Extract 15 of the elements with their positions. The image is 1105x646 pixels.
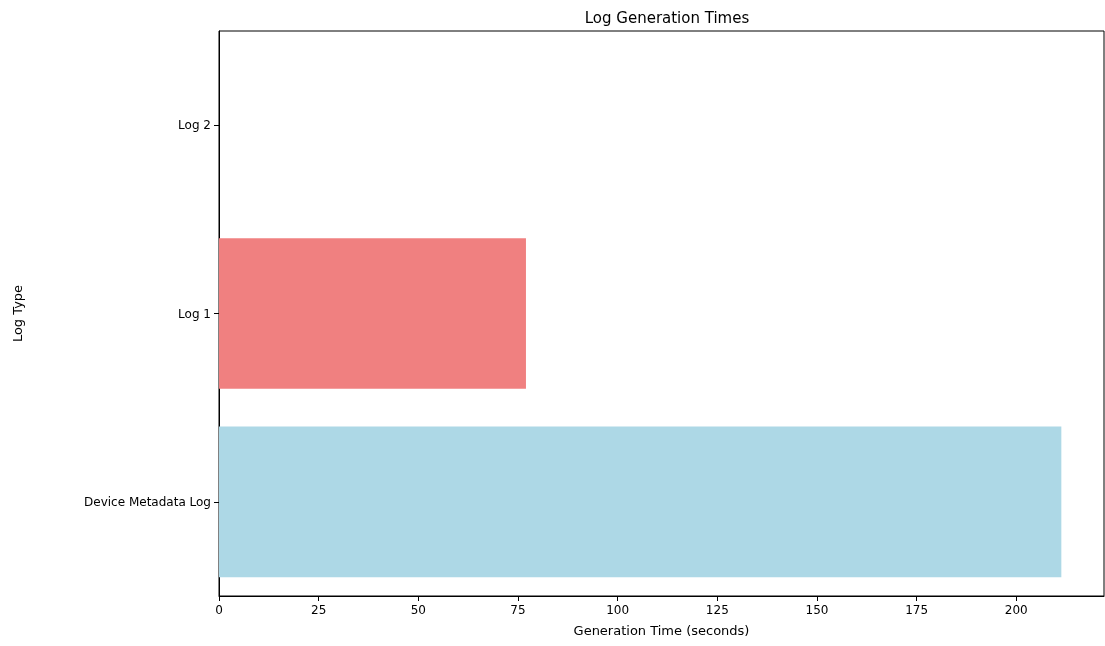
x-axis-title: Generation Time (seconds) [573,623,750,638]
x-tick-label: 125 [705,603,729,617]
y-tick-label: Log 1 [178,306,211,321]
x-tick-label: 50 [410,603,426,617]
y-axis-title: Log Type [10,284,25,343]
x-tick-label: 200 [1004,603,1028,617]
chart-title: Log Generation Times [584,8,750,27]
y-tick-label: Device Metadata Log [84,494,211,509]
x-tick-label: 100 [606,603,630,617]
x-tick-label: 25 [311,603,327,617]
x-tick-label: 75 [510,603,526,617]
y-tick-label: Log 2 [178,118,211,133]
x-tick-label: 150 [805,603,829,617]
x-tick-label: 0 [215,603,223,617]
x-tick-label: 175 [905,603,929,617]
